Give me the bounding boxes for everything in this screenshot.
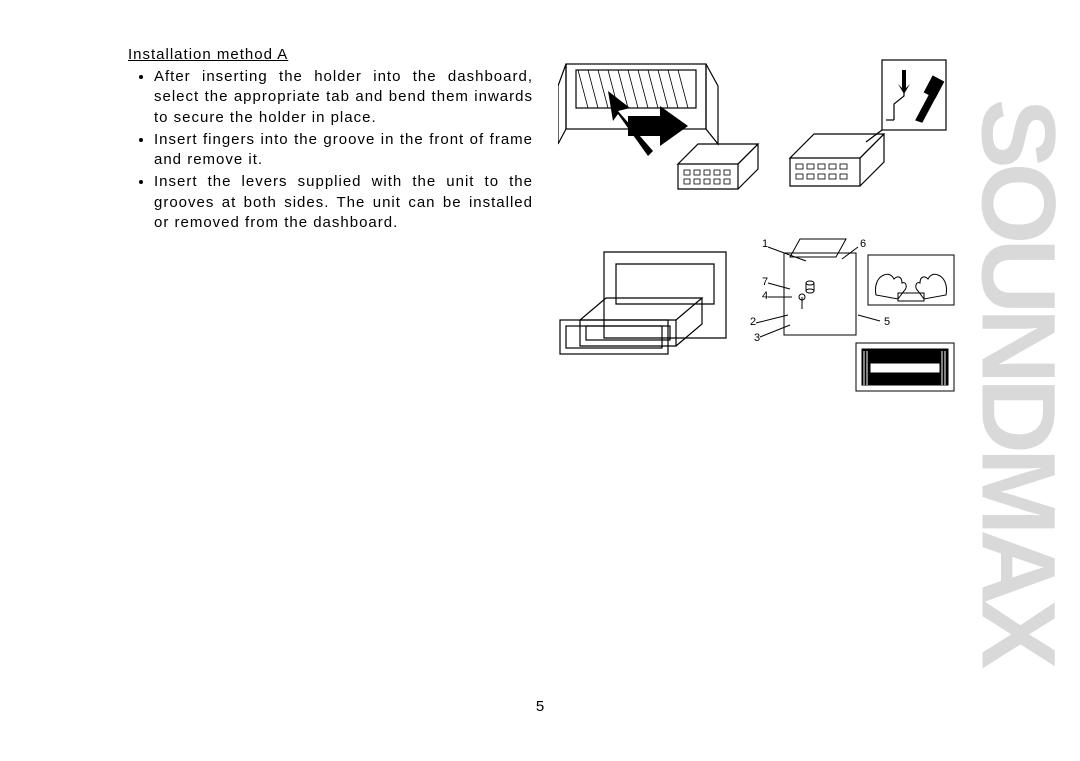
page-number: 5 (0, 698, 1080, 715)
instruction-list: After inserting the holder into the dash… (128, 67, 533, 233)
bullet-3: Insert the levers supplied with the unit… (154, 172, 533, 233)
d4-label-6: 6 (860, 238, 866, 250)
section-title: Installation method A (128, 46, 533, 63)
installation-text-block: Installation method A After inserting th… (128, 46, 533, 235)
d4-label-1: 1 (762, 238, 768, 250)
brand-text: SOUNDMAX (957, 98, 1077, 663)
bullet-1: After inserting the holder into the dash… (154, 67, 533, 128)
d4-label-2: 2 (750, 316, 756, 328)
diagram-exploded-mount: 1 7 4 2 3 6 5 (740, 225, 960, 410)
diagram-unit-remove (558, 246, 733, 386)
d4-label-4: 4 (762, 290, 768, 302)
bullet-2: Insert fingers into the groove in the fr… (154, 130, 533, 171)
d4-label-7: 7 (762, 276, 768, 288)
d4-label-3: 3 (754, 332, 760, 344)
d4-label-5: 5 (884, 316, 890, 328)
brand-watermark: SOUNDMAX (972, 40, 1062, 721)
diagram-holder-insert (558, 56, 778, 196)
diagram-tab-bend (786, 56, 951, 196)
